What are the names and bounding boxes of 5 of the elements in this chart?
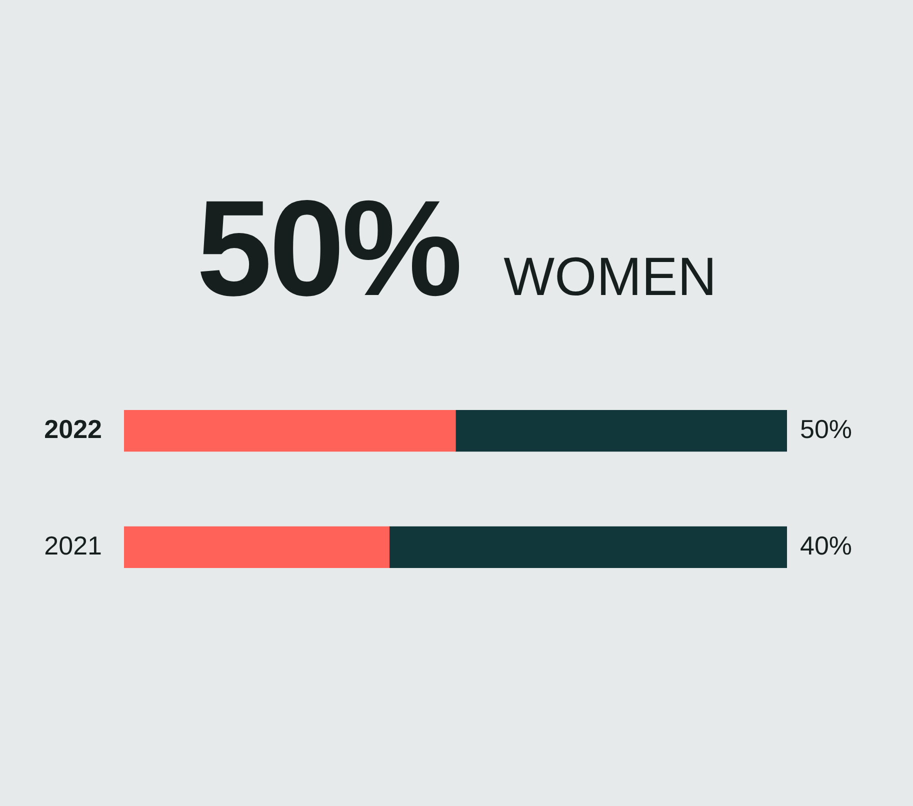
chart-title: 50% WOMEN	[196, 172, 717, 324]
data-label: 50%	[800, 414, 852, 444]
y-tick-label: 2021	[44, 530, 102, 560]
data-label: 40%	[800, 530, 852, 560]
y-tick-label: 2022	[44, 414, 102, 444]
